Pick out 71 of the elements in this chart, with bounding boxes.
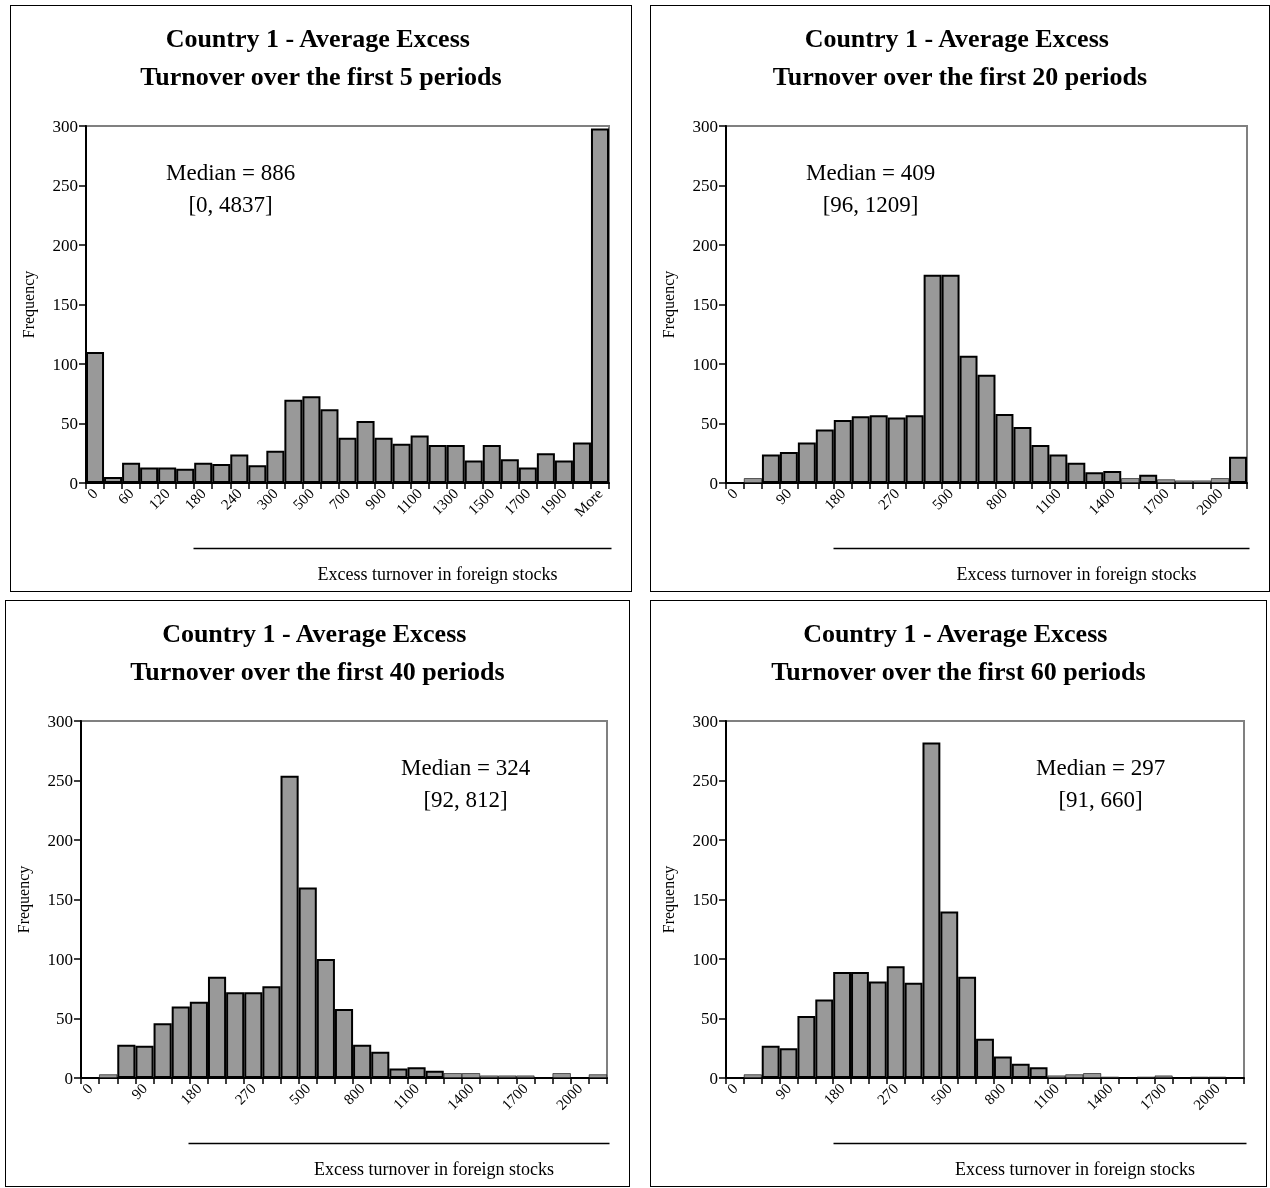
chart-title: Country 1 - Average Excess Turnover over the first 5 periods bbox=[140, 23, 502, 91]
x-tick-label: 90 bbox=[772, 485, 795, 508]
x-tick-label: 0 bbox=[84, 485, 101, 502]
y-tick-label: 200 bbox=[692, 830, 718, 850]
y-axis-title: Frequency bbox=[659, 865, 678, 934]
x-tick-label: 900 bbox=[362, 485, 390, 513]
y-tick-label: 250 bbox=[47, 771, 73, 790]
x-tick-label: 500 bbox=[289, 485, 318, 513]
x-tick-label: 500 bbox=[927, 1080, 955, 1108]
x-axis-title: Excess turnover in foreign stocks bbox=[317, 564, 558, 584]
y-tick-label: 250 bbox=[692, 771, 718, 790]
x-tick-label: 300 bbox=[253, 485, 282, 513]
x-tick-label: 1100 bbox=[1029, 1080, 1063, 1113]
x-tick-label: 500 bbox=[286, 1080, 314, 1108]
x-tick-label: 270 bbox=[231, 1080, 259, 1108]
x-tick-label: 270 bbox=[874, 1080, 902, 1108]
y-tick-label: 150 bbox=[692, 295, 718, 314]
y-tick-label: 150 bbox=[692, 890, 718, 909]
y-tick-label: 50 bbox=[701, 1009, 718, 1028]
x-tick-label: 0 bbox=[723, 1080, 741, 1097]
chart-title: Country 1 - Average Excess Turnover over the first 60 periods bbox=[771, 618, 1146, 686]
x-tick-label: 1100 bbox=[390, 1080, 423, 1113]
y-tick-label: 300 bbox=[692, 711, 718, 731]
y-tick-label: 300 bbox=[47, 711, 73, 731]
x-tick-label: 0 bbox=[724, 485, 741, 502]
x-tick-label: 180 bbox=[821, 485, 849, 513]
x-tick-label: 1100 bbox=[1031, 485, 1065, 518]
x-tick-label: 90 bbox=[772, 1080, 795, 1103]
x-tick-label: 240 bbox=[217, 485, 245, 513]
annotation: Median = 409 [96, 1209] bbox=[806, 159, 936, 217]
x-tick-label: 1100 bbox=[393, 485, 426, 518]
y-tick-label: 100 bbox=[47, 949, 73, 969]
y-tick-label: 50 bbox=[56, 1009, 73, 1028]
chart-title: Country 1 - Average Excess Turnover over the first 40 periods bbox=[130, 618, 505, 686]
x-tick-label: 180 bbox=[181, 485, 209, 513]
x-tick-label: 60 bbox=[114, 485, 137, 508]
x-tick-label: 270 bbox=[875, 485, 903, 513]
y-axis-title: Frequency bbox=[659, 270, 678, 339]
x-tick-label: 800 bbox=[982, 485, 1011, 513]
y-tick-label: 200 bbox=[47, 830, 73, 850]
y-tick-label: 150 bbox=[47, 890, 73, 909]
y-tick-label: 150 bbox=[52, 295, 78, 314]
x-tick-label: 180 bbox=[177, 1080, 205, 1108]
y-axis-title: Frequency bbox=[14, 865, 33, 934]
y-tick-label: 250 bbox=[52, 176, 78, 195]
y-tick-label: 100 bbox=[692, 354, 718, 374]
x-tick-label: 0 bbox=[79, 1080, 96, 1097]
x-axis-title: Excess turnover in foreign stocks bbox=[314, 1159, 554, 1179]
x-tick-label: 800 bbox=[340, 1080, 368, 1108]
y-axis-title: Frequency bbox=[19, 270, 38, 339]
y-tick-label: 100 bbox=[692, 949, 718, 969]
x-tick-label: 700 bbox=[325, 485, 354, 513]
y-tick-label: 100 bbox=[52, 354, 78, 374]
x-axis-title: Excess turnover in foreign stocks bbox=[955, 1159, 1195, 1179]
chart-title: Country 1 - Average Excess Turnover over the first 20 periods bbox=[772, 23, 1148, 91]
x-tick-label: 800 bbox=[981, 1080, 1009, 1108]
y-tick-label: 200 bbox=[692, 235, 718, 255]
annotation: Median = 324 [92, 812] bbox=[401, 754, 531, 812]
x-tick-label: 120 bbox=[145, 485, 173, 513]
annotation: Median = 886 [0, 4837] bbox=[166, 159, 296, 217]
x-axis-title: Excess turnover in foreign stocks bbox=[956, 564, 1197, 584]
x-tick-label: 90 bbox=[128, 1080, 151, 1103]
annotation: Median = 297 [91, 660] bbox=[1036, 754, 1166, 812]
y-tick-label: 300 bbox=[692, 116, 718, 136]
x-tick-label: 180 bbox=[820, 1080, 848, 1108]
y-tick-label: 50 bbox=[61, 414, 78, 433]
y-tick-label: 50 bbox=[701, 414, 718, 433]
y-tick-label: 250 bbox=[692, 176, 718, 195]
x-tick-label: 500 bbox=[929, 485, 957, 513]
y-tick-label: 200 bbox=[52, 235, 78, 255]
y-tick-label: 300 bbox=[52, 116, 78, 136]
